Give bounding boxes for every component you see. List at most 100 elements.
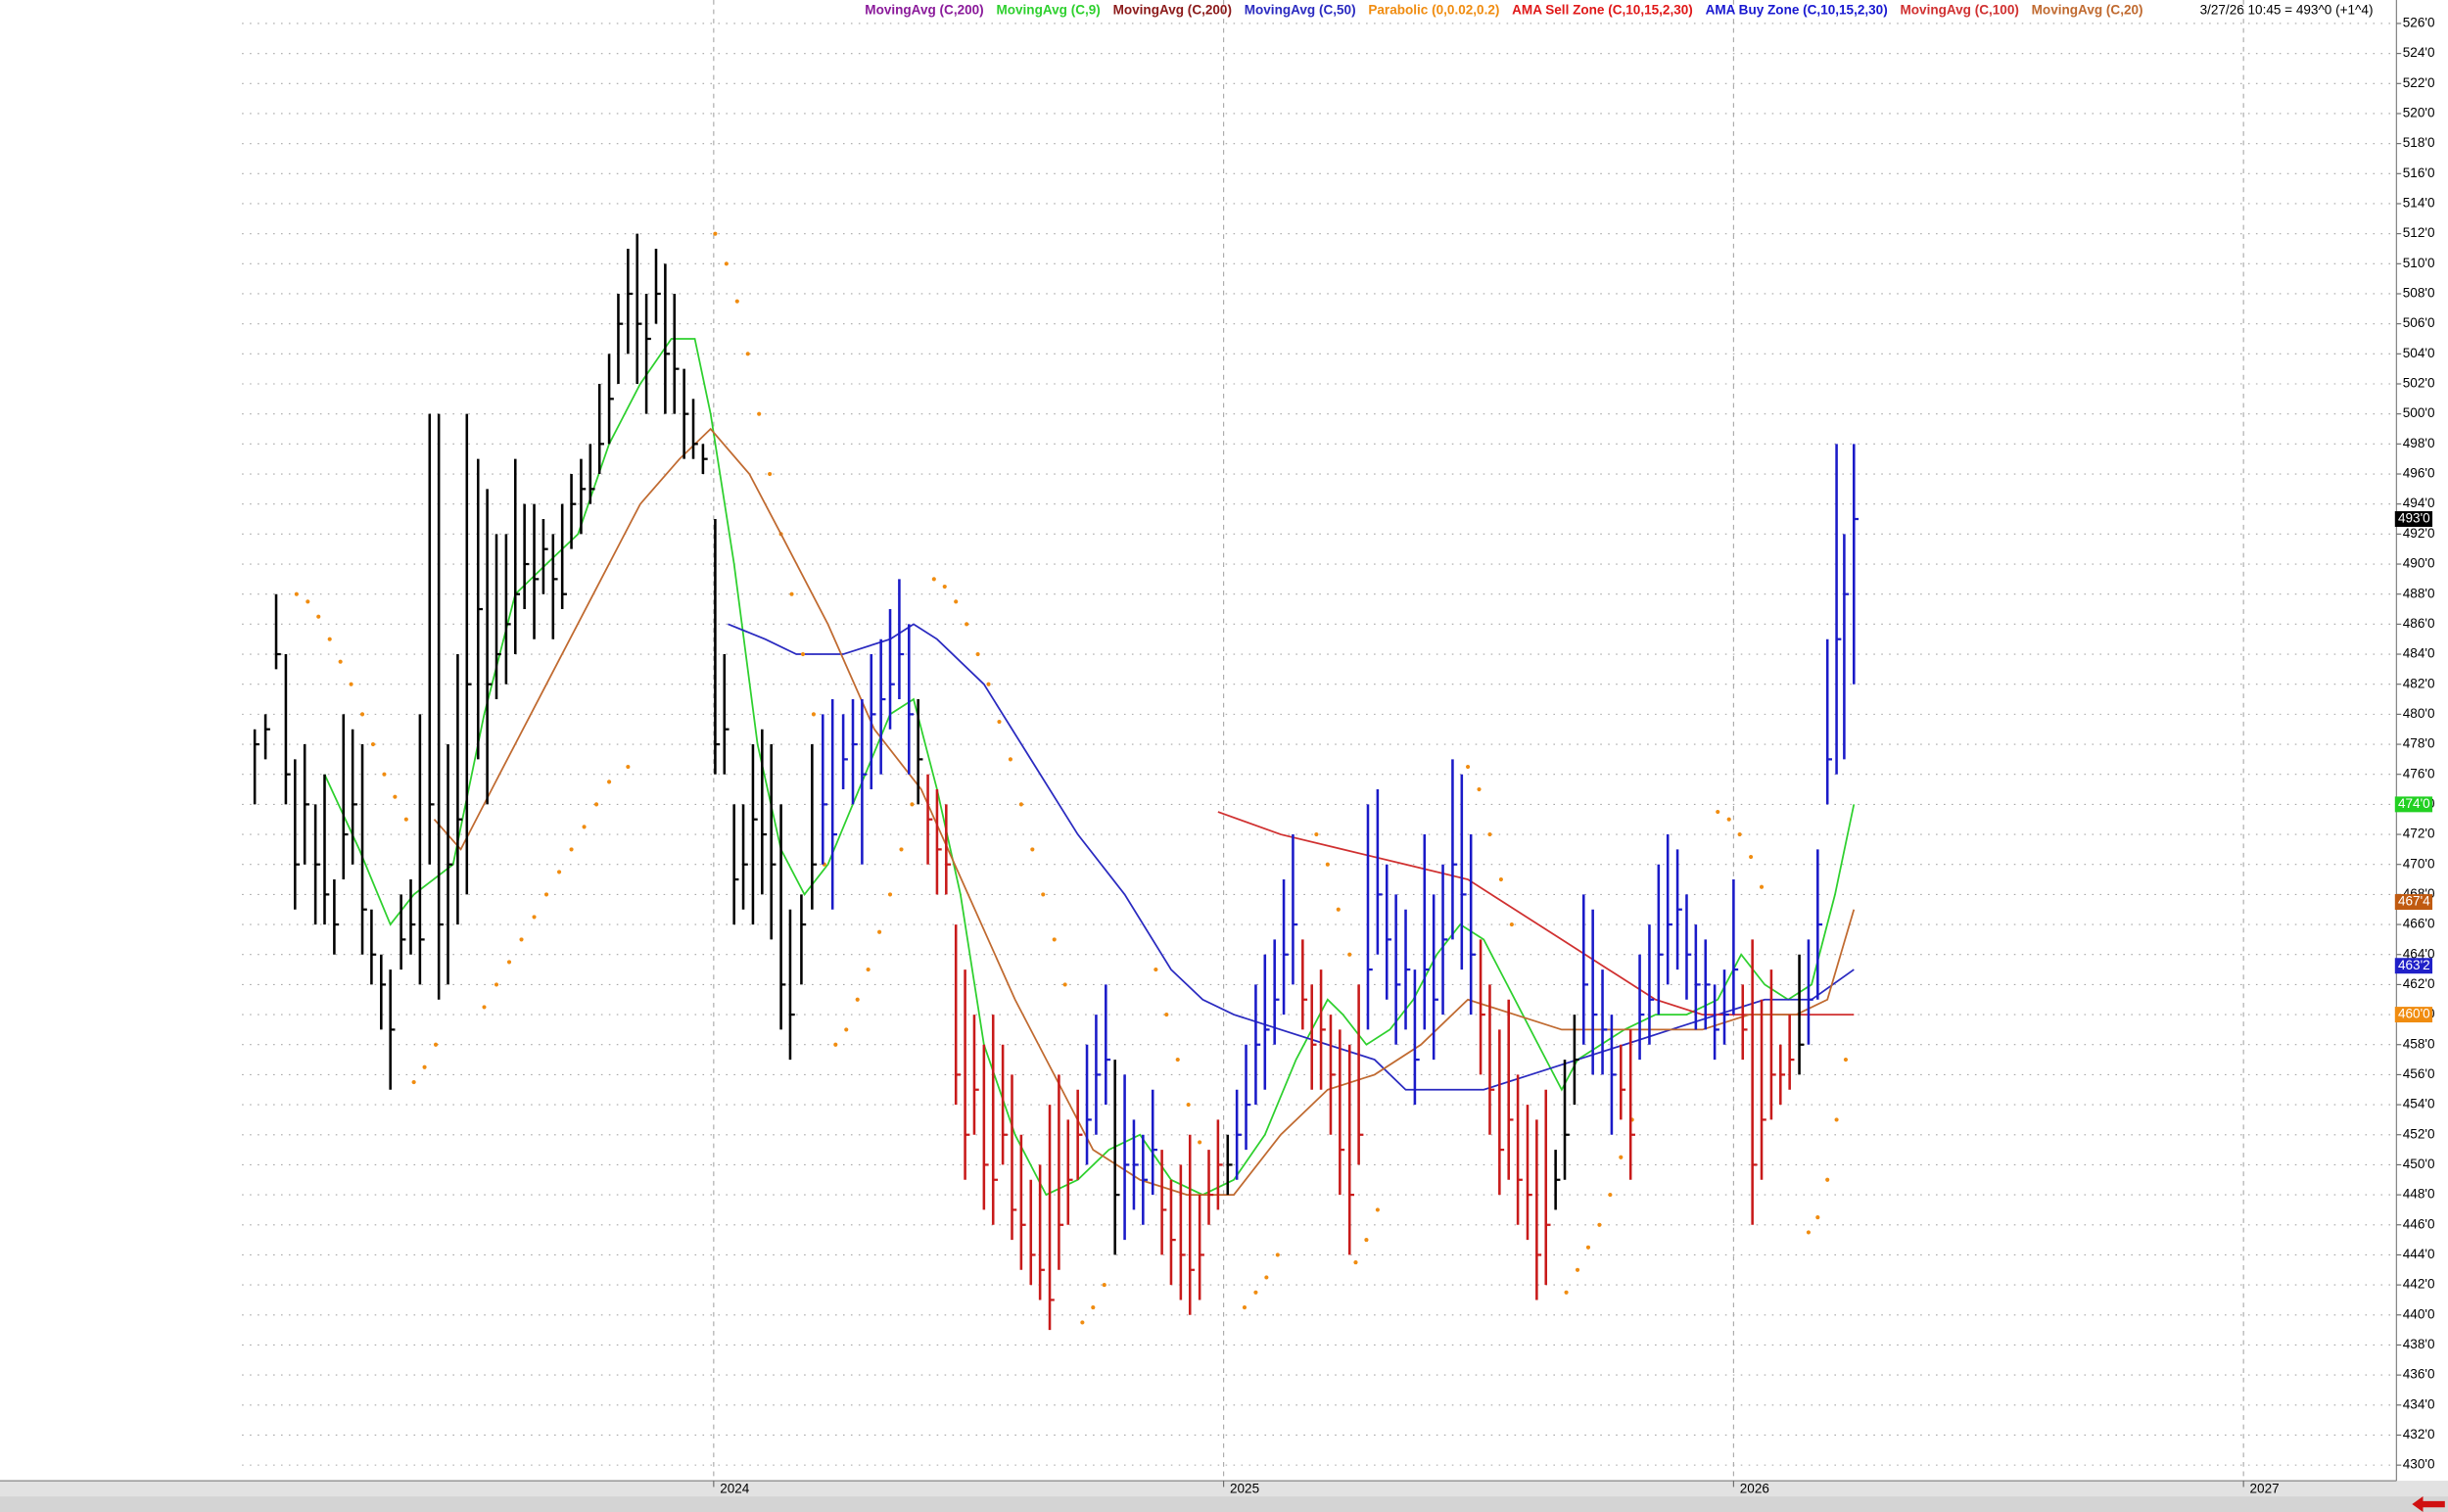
indicator-line	[728, 623, 1855, 1091]
parabolic-dot	[393, 794, 398, 799]
parabolic-dot	[494, 982, 499, 987]
parabolic-dot	[757, 411, 762, 416]
parabolic-dot	[1716, 809, 1720, 815]
x-tick-label: 2026	[1740, 1481, 1769, 1495]
parabolic-dot	[1336, 907, 1341, 912]
parabolic-dot	[1062, 982, 1067, 987]
header-quote: 3/27/26 10:45 = 493^0 (+1^4)	[2200, 3, 2374, 18]
parabolic-dot	[316, 614, 321, 619]
legend-entry: MovingAvg (C,9)	[996, 3, 1100, 18]
parabolic-dot	[997, 719, 1002, 725]
parabolic-dot	[532, 915, 537, 920]
y-tick-label: 452'0	[2403, 1126, 2435, 1141]
parabolic-dot	[1575, 1267, 1580, 1272]
x-tick-label: 2027	[2250, 1481, 2280, 1495]
parabolic-dot	[1843, 1058, 1849, 1063]
y-tick-label: 472'0	[2403, 827, 2435, 841]
parabolic-dot	[910, 802, 915, 807]
indicator-line	[433, 427, 1856, 1196]
parabolic-dot	[1749, 854, 1754, 860]
y-tick-label: 494'0	[2403, 496, 2435, 510]
y-tick-label: 512'0	[2403, 225, 2435, 240]
parabolic-dot	[811, 712, 816, 717]
parabolic-dot	[866, 967, 871, 972]
parabolic-dot	[1175, 1058, 1180, 1063]
y-tick-label: 480'0	[2403, 706, 2435, 721]
price-marker-label: 493'0	[2398, 511, 2430, 526]
legend-entry: MovingAvg (C,100)	[1900, 3, 2018, 18]
parabolic-dot	[734, 299, 739, 304]
parabolic-dot	[724, 261, 729, 266]
y-tick-label: 524'0	[2403, 45, 2435, 60]
parabolic-dot	[1608, 1193, 1613, 1198]
parabolic-dot	[582, 825, 587, 829]
parabolic-dot	[965, 622, 969, 627]
parabolic-dot	[1509, 921, 1514, 927]
price-marker	[2394, 894, 2433, 911]
parabolic-dot	[1487, 831, 1492, 837]
y-tick-label: 464'0	[2403, 946, 2435, 961]
parabolic-dot	[899, 847, 904, 852]
parabolic-dot	[506, 960, 512, 965]
parabolic-dot	[370, 741, 376, 747]
parabolic-dot	[1726, 817, 1731, 822]
price-marker-label: 474'0	[2398, 796, 2430, 811]
price-marker	[2394, 1007, 2433, 1023]
y-tick-label: 470'0	[2403, 856, 2435, 871]
y-tick-label: 504'0	[2403, 346, 2435, 360]
parabolic-dot	[1364, 1238, 1369, 1243]
legend-entry: Parabolic (0,0.02,0.2)	[1368, 3, 1499, 18]
y-tick-label: 488'0	[2403, 586, 2435, 600]
parabolic-dot	[1564, 1290, 1569, 1295]
y-tick-label: 514'0	[2403, 196, 2435, 211]
y-tick-label: 496'0	[2403, 466, 2435, 481]
legend-entry: MovingAvg (C,200)	[865, 3, 983, 18]
y-tick-label: 508'0	[2403, 286, 2435, 301]
parabolic-dot	[833, 1042, 838, 1047]
parabolic-dot	[954, 599, 959, 604]
parabolic-dot	[1264, 1275, 1269, 1280]
parabolic-dot	[338, 659, 343, 664]
parabolic-dot	[482, 1005, 487, 1010]
y-tick-label: 516'0	[2403, 165, 2435, 180]
y-tick-label: 506'0	[2403, 315, 2435, 330]
y-tick-label: 492'0	[2403, 526, 2435, 541]
parabolic-dot	[1585, 1245, 1591, 1250]
parabolic-dot	[1314, 831, 1319, 837]
y-tick-label: 448'0	[2403, 1187, 2435, 1202]
x-axis-band	[0, 1481, 2448, 1497]
parabolic-dot	[1465, 764, 1471, 770]
legend-entry: AMA Sell Zone (C,10,15,2,30)	[1512, 3, 1693, 18]
x-tick-label: 2025	[1230, 1481, 1259, 1495]
parabolic-dot	[403, 817, 408, 822]
y-tick-label: 440'0	[2403, 1306, 2435, 1321]
parabolic-dot	[1102, 1283, 1106, 1288]
price-marker	[2394, 796, 2433, 813]
parabolic-dot	[1164, 1013, 1169, 1017]
x-tick-label: 2024	[720, 1481, 750, 1495]
y-tick-label: 486'0	[2403, 616, 2435, 631]
parabolic-dot	[607, 780, 612, 784]
legend-entry: MovingAvg (C,50)	[1245, 3, 1356, 18]
parabolic-dot	[1052, 937, 1057, 942]
y-tick-label: 444'0	[2403, 1247, 2435, 1261]
y-tick-label: 432'0	[2403, 1427, 2435, 1441]
scroll-arrow[interactable]	[2412, 1496, 2445, 1512]
legend-entry: MovingAvg (C,200)	[1113, 3, 1232, 18]
parabolic-dot	[1041, 892, 1046, 897]
y-tick-label: 456'0	[2403, 1066, 2435, 1081]
parabolic-dot	[543, 892, 549, 897]
parabolic-dot	[713, 231, 718, 236]
y-tick-label: 500'0	[2403, 405, 2435, 420]
price-marker-label: 460'0	[2398, 1007, 2430, 1021]
parabolic-dot	[1198, 1140, 1202, 1145]
price-marker-label: 463'2	[2398, 958, 2430, 972]
y-tick-label: 502'0	[2403, 376, 2435, 391]
parabolic-dot	[1737, 831, 1742, 837]
parabolic-dot	[349, 682, 353, 686]
price-marker	[2394, 958, 2433, 974]
parabolic-dot	[931, 577, 936, 582]
scrollbar[interactable]	[0, 1496, 2448, 1512]
price-marker-label: 467'4	[2398, 894, 2430, 909]
